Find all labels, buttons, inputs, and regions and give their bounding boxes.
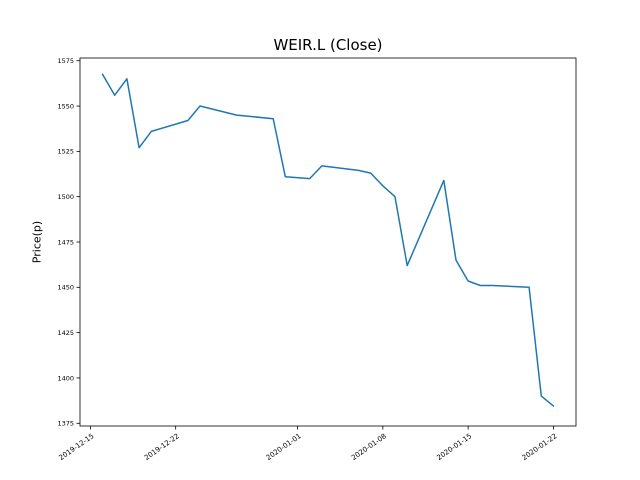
x-tick-label: 2020-01-15 [435, 432, 473, 462]
y-tick-label: 1475 [57, 238, 74, 246]
x-tick-label: 2019-12-22 [143, 432, 181, 462]
x-tick-label: 2020-01-01 [265, 432, 303, 462]
x-tick-label: 2020-01-22 [521, 432, 559, 462]
y-tick-label: 1550 [57, 102, 74, 110]
price-line [101, 73, 555, 407]
y-tick-label: 1450 [57, 284, 74, 292]
x-tick-label: 2020-01-08 [350, 432, 388, 462]
y-tick-label: 1500 [57, 193, 74, 201]
x-tick-label: 2019-12-15 [58, 432, 96, 462]
chart-title: WEIR.L (Close) [273, 36, 383, 54]
y-tick-label: 1525 [57, 148, 74, 156]
plot-frame [79, 57, 577, 427]
y-tick-label: 1425 [57, 329, 74, 337]
y-tick-label: 1400 [57, 374, 74, 382]
y-tick-label: 1575 [57, 57, 74, 65]
y-tick-label: 1375 [57, 420, 74, 428]
